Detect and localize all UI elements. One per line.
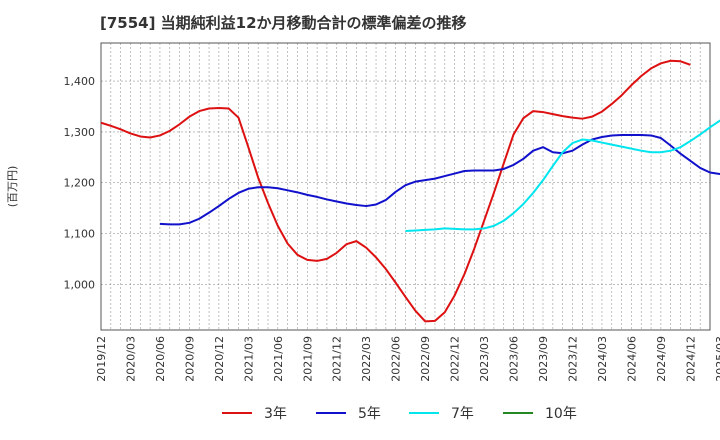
x-tick-label: 2025/03	[714, 336, 720, 382]
legend-label-5年: 5年	[358, 406, 381, 422]
series-line-7年	[405, 119, 720, 232]
x-tick-label: 2020/06	[154, 336, 167, 382]
x-tick-label: 2024/03	[596, 336, 609, 382]
plot-area	[101, 43, 710, 330]
legend-label-10年: 10年	[545, 406, 577, 422]
x-tick-label: 2022/03	[360, 336, 373, 382]
axis-layer	[100, 42, 711, 331]
x-tick-label: 2019/12	[95, 336, 108, 382]
x-tick-label: 2022/06	[390, 336, 403, 382]
x-tick-label: 2024/09	[655, 336, 668, 382]
x-tick-label: 2023/06	[508, 336, 521, 382]
x-tick-label: 2020/03	[124, 336, 137, 382]
x-tick-label: 2023/12	[566, 336, 579, 382]
plot-border	[100, 42, 711, 331]
grid-layer	[100, 43, 711, 330]
x-tick-label: 2021/12	[331, 336, 344, 382]
series-line-5年	[159, 133, 720, 226]
x-tick-label: 2022/09	[419, 336, 432, 382]
x-tick-label: 2022/12	[449, 336, 462, 382]
series-line-3年	[100, 59, 691, 323]
legend-label-3年: 3年	[264, 406, 287, 422]
series-layer	[100, 59, 720, 323]
legend: 3年 5年 7年 10年	[222, 406, 577, 422]
label-layer: 1,000 1,100 1,200 1,300 1,400 (百万円) 2019/12 202…	[6, 75, 720, 382]
y-tick-label: 1,300	[64, 126, 96, 139]
x-tick-label: 2023/09	[537, 336, 550, 382]
x-tick-label: 2021/06	[272, 336, 285, 382]
x-tick-label: 2020/09	[183, 336, 196, 382]
legend-label-7年: 7年	[451, 406, 474, 422]
x-tick-label: 2024/12	[684, 336, 697, 382]
x-tick-label: 2021/03	[242, 336, 255, 382]
chart-title: [7554] 当期純利益12か月移動合計の標準偏差の推移	[100, 14, 467, 32]
y-tick-label: 1,200	[64, 177, 96, 190]
x-tick-label: 2021/09	[301, 336, 314, 382]
y-tick-label: 1,000	[64, 278, 96, 291]
y-tick-label: 1,400	[64, 75, 96, 88]
x-tick-label: 2020/12	[213, 336, 226, 382]
y-axis-label: (百万円)	[6, 166, 19, 208]
y-tick-label: 1,100	[64, 227, 96, 240]
x-tick-label: 2023/03	[478, 336, 491, 382]
x-tick-label: 2024/06	[625, 336, 638, 382]
